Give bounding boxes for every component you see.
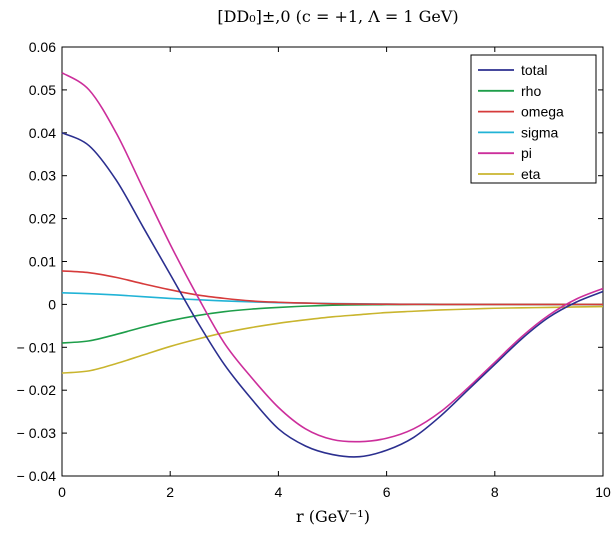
y-tick-label: 0.06 <box>29 39 56 55</box>
x-axis-label: r (GeV⁻¹) <box>296 507 370 526</box>
y-tick-label: − 0.04 <box>17 468 57 484</box>
x-tick-label: 4 <box>275 484 283 500</box>
legend-label-total: total <box>521 62 547 78</box>
legend-label-omega: omega <box>521 104 564 120</box>
y-tick-label: 0.05 <box>29 82 56 98</box>
legend-label-sigma: sigma <box>521 124 559 140</box>
chart-title: [DD₀]±,0 (c = +1, Λ = 1 GeV) <box>217 7 458 26</box>
y-tick-labels: − 0.04 − 0.03 − 0.02 − 0.01 0 0.01 0.02 0.03 0.0… <box>17 39 57 484</box>
legend-label-rho: rho <box>521 83 541 99</box>
series-line-omega <box>61 270 603 306</box>
axis-ticks <box>61 46 604 477</box>
legend: total rho omega sigma pi eta <box>470 54 597 184</box>
legend-items: total rho omega sigma pi eta <box>478 62 564 182</box>
y-tick-label: 0.03 <box>29 168 56 184</box>
y-tick-label: 0 <box>48 296 56 312</box>
y-tick-label: 0.01 <box>29 254 56 270</box>
y-tick-label: − 0.03 <box>17 425 57 441</box>
series-line-pi <box>61 72 604 443</box>
y-tick-label: − 0.02 <box>17 382 57 398</box>
series-lines <box>61 72 604 458</box>
y-tick-label: 0.04 <box>29 125 56 141</box>
y-tick-label: 0.02 <box>29 211 56 227</box>
y-tick-label: − 0.01 <box>17 339 57 355</box>
x-tick-label: 0 <box>58 484 66 500</box>
legend-box <box>470 54 597 184</box>
x-tick-labels: 0 2 4 6 8 10 <box>58 484 611 500</box>
x-tick-label: 2 <box>166 484 174 500</box>
legend-label-eta: eta <box>521 166 541 182</box>
legend-label-pi: pi <box>521 145 532 161</box>
x-tick-label: 8 <box>491 484 499 500</box>
series-line-eta <box>61 305 604 374</box>
x-tick-label: 10 <box>595 484 611 500</box>
series-line-total <box>61 132 604 458</box>
x-tick-label: 6 <box>383 484 391 500</box>
